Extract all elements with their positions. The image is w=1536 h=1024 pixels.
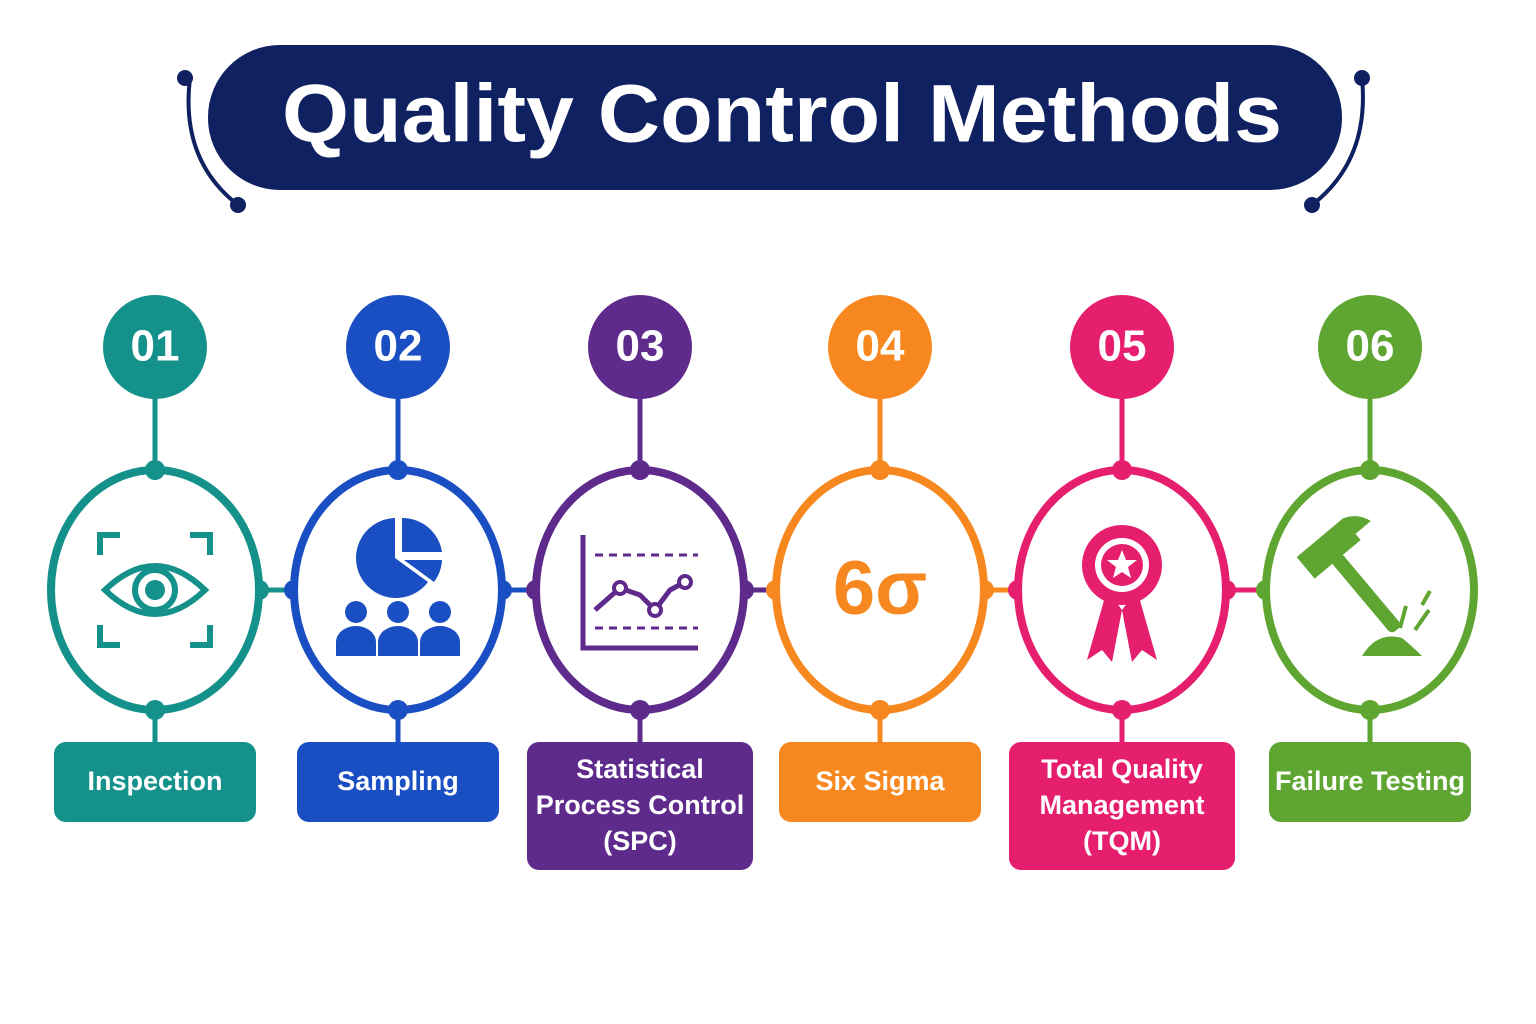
number-badge [346, 295, 450, 399]
icon-part [336, 626, 376, 656]
label-box [527, 742, 753, 870]
method-label: Statistical [576, 754, 704, 784]
icon-part [402, 517, 442, 552]
icon-text: 6σ [833, 546, 927, 631]
ring-dot [630, 460, 650, 480]
method-icon: 6σ [833, 546, 927, 631]
ring-dot [145, 460, 165, 480]
method-ring [532, 466, 748, 714]
icon-part [145, 580, 165, 600]
icon-part [420, 626, 460, 656]
decor-dot [1354, 70, 1370, 86]
decor-dot [177, 70, 193, 86]
ring-dot [1112, 460, 1132, 480]
ring-dot [388, 460, 408, 480]
icon-part [132, 567, 178, 613]
method-label: (TQM) [1083, 826, 1161, 856]
icon-part [345, 601, 367, 623]
icon-part [1087, 590, 1157, 662]
decor-arc [186, 77, 240, 207]
method-label: Total Quality [1041, 754, 1203, 784]
decor-arc [1310, 77, 1365, 207]
number: 05 [1098, 322, 1147, 371]
method-label: Management [1039, 790, 1204, 820]
icon-part [100, 563, 210, 617]
number-badge [588, 295, 692, 399]
icon-part [404, 560, 442, 582]
title: Quality Control Methods [282, 69, 1282, 160]
number: 02 [374, 322, 423, 371]
method-label: Process Control [536, 790, 745, 820]
number: 06 [1346, 322, 1395, 371]
label-box [54, 742, 256, 822]
title-pill [208, 45, 1342, 190]
icon-part [595, 553, 698, 630]
icon-part [677, 574, 693, 590]
label-box [779, 742, 981, 822]
icon-part [647, 602, 663, 618]
icon-part [612, 580, 628, 596]
method-icon [1296, 516, 1432, 656]
number: 03 [616, 322, 665, 371]
label-box [1269, 742, 1471, 822]
method-icon [97, 532, 213, 648]
icon-part [1380, 590, 1432, 632]
number: 04 [856, 322, 905, 371]
decor-dot [1304, 197, 1320, 213]
ring-dot [870, 460, 890, 480]
method-icon [1082, 525, 1162, 662]
title-banner: Quality Control Methods [177, 45, 1370, 213]
method-label: Sampling [337, 766, 459, 796]
icon-part [1107, 550, 1137, 578]
icon-part [356, 518, 428, 598]
decor-dot [230, 197, 246, 213]
icon-part [429, 601, 451, 623]
ring-dot [1360, 460, 1380, 480]
icon-part [1362, 636, 1422, 656]
icon-part [580, 535, 698, 651]
label-box [297, 742, 499, 822]
icon-part [378, 626, 418, 656]
method-label: (SPC) [603, 826, 677, 856]
label-box [1009, 742, 1235, 870]
method-icon [580, 535, 698, 651]
number-badge [828, 295, 932, 399]
number: 01 [131, 322, 180, 371]
number-badge [1070, 295, 1174, 399]
number-badge [103, 295, 207, 399]
number-badge [1318, 295, 1422, 399]
method-icon [336, 517, 460, 656]
method-label: Six Sigma [815, 766, 945, 796]
icon-part [1296, 516, 1371, 579]
method-label: Failure Testing [1275, 766, 1465, 796]
method-label: Inspection [87, 766, 222, 796]
icon-part [97, 532, 213, 648]
icon-part [387, 601, 409, 623]
